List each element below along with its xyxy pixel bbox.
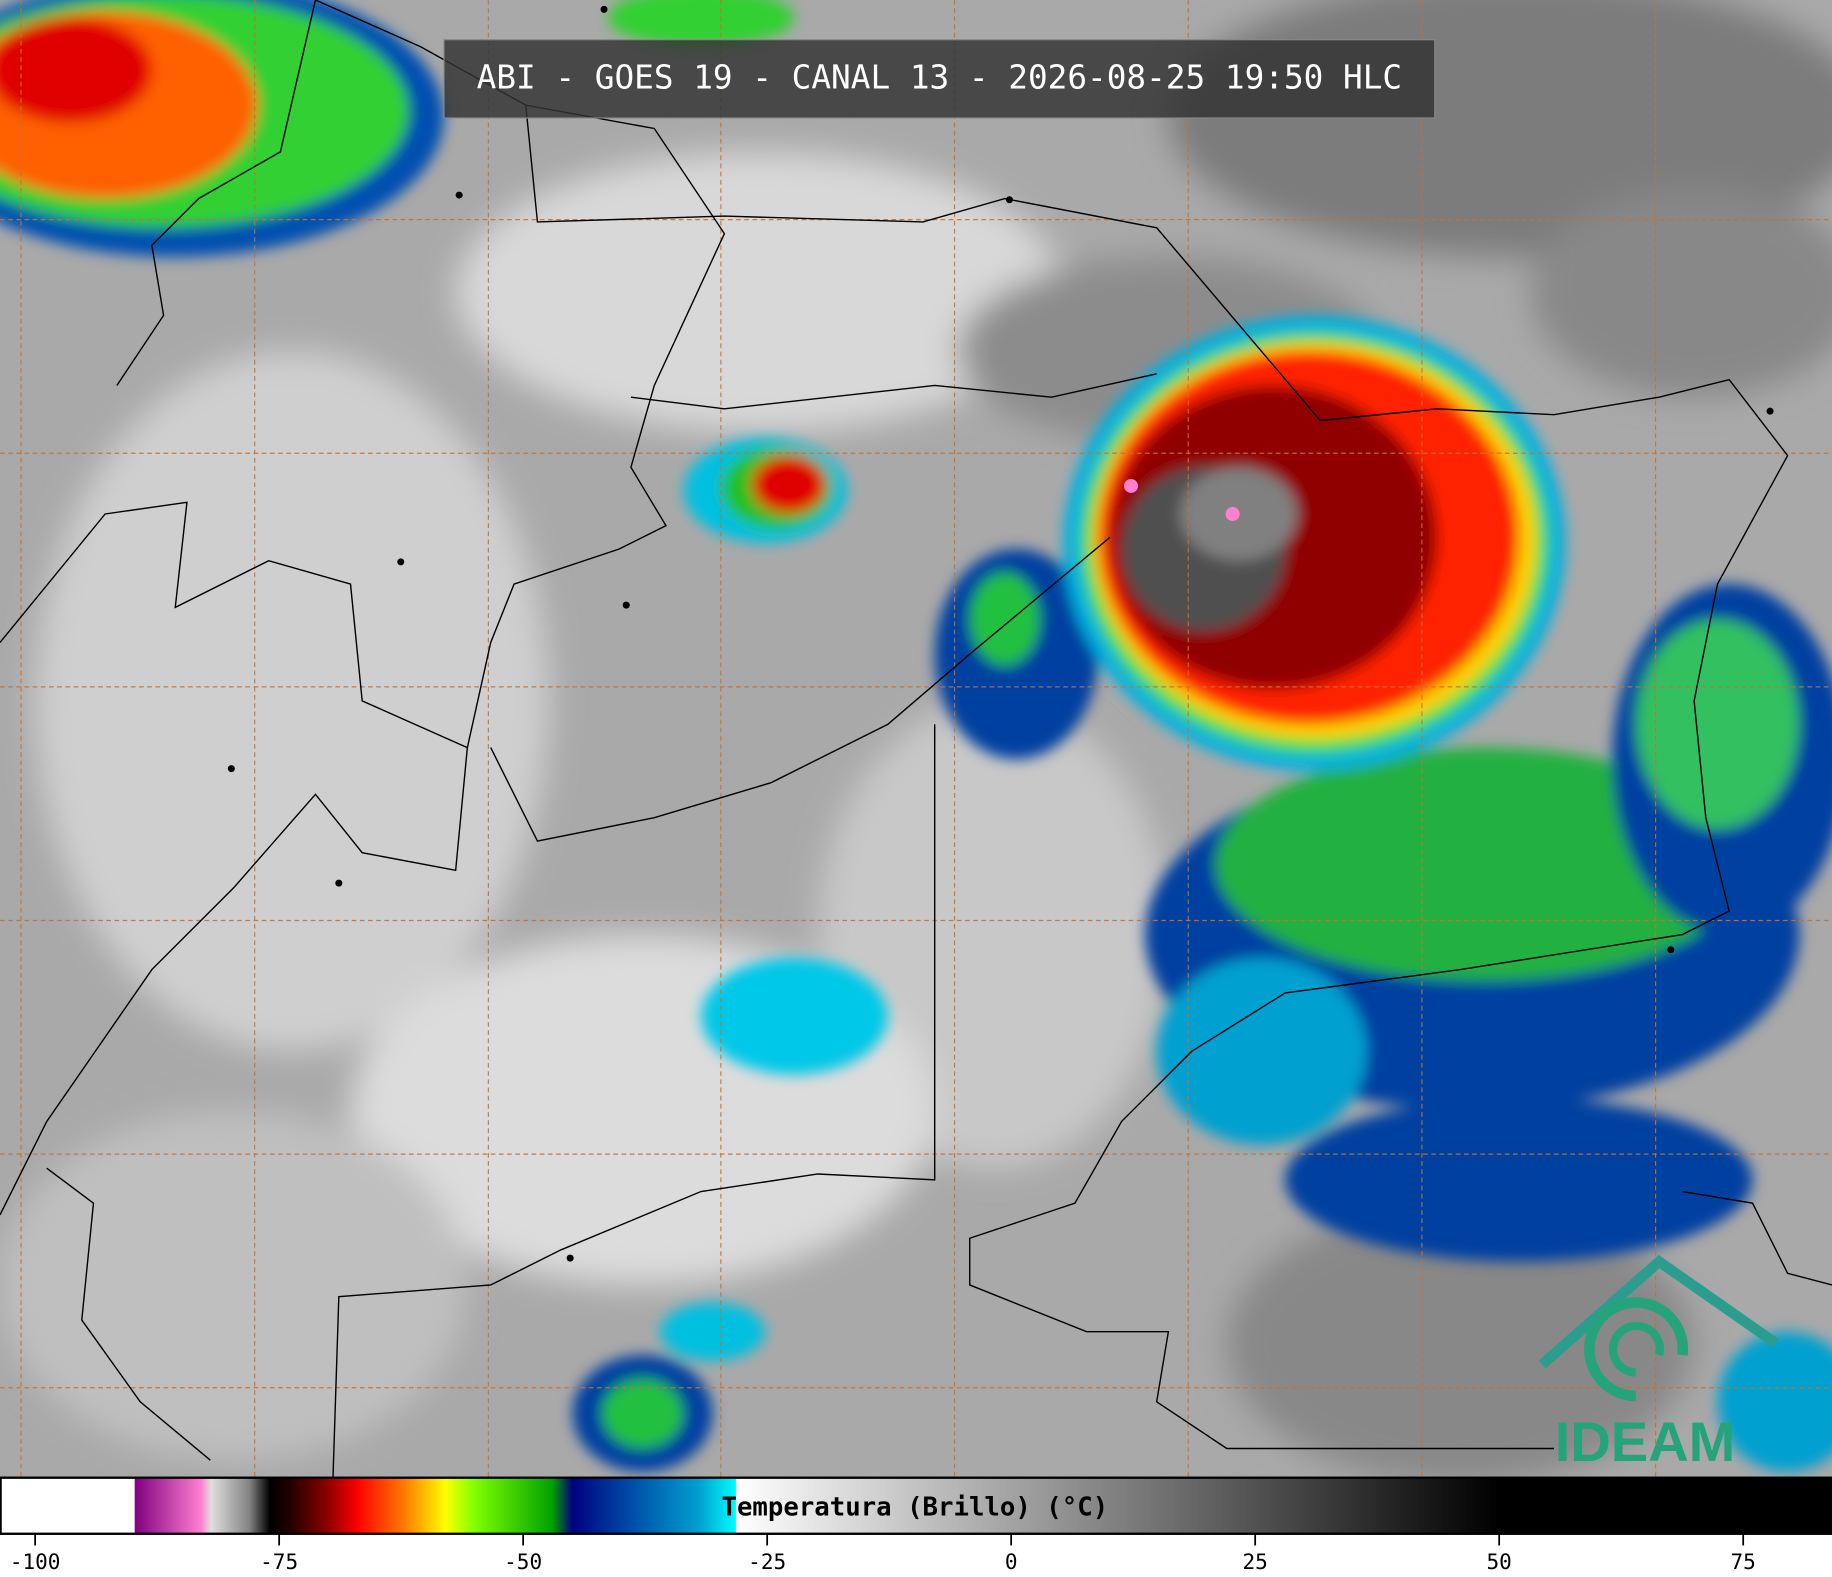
city-markers bbox=[227, 5, 1774, 1262]
colorbar-segment bbox=[406, 1477, 446, 1534]
colorbar-frame bbox=[0, 1476, 1832, 1535]
colorbar-segment bbox=[620, 1477, 700, 1534]
colorbar-tick-label: -100 bbox=[10, 1549, 61, 1574]
colorbar-tick-label: -75 bbox=[260, 1549, 298, 1574]
colorbar-segment bbox=[1499, 1477, 1832, 1534]
colorbar-tick-label: 75 bbox=[1731, 1549, 1756, 1574]
colorbar-segment bbox=[735, 1477, 1500, 1534]
title-box bbox=[443, 39, 1436, 119]
colorbar-tick-label: 50 bbox=[1487, 1549, 1512, 1574]
logo-text: IDEAM bbox=[1555, 1410, 1736, 1473]
cloud-texture bbox=[0, 0, 1832, 1478]
title: ABI - GOES 19 - CANAL 13 - 2026-08-25 19… bbox=[477, 58, 1402, 96]
map: IDEAM bbox=[0, 0, 1832, 1478]
colorbar-tick-label: 25 bbox=[1243, 1549, 1268, 1574]
graticule bbox=[0, 0, 1832, 1478]
colorbar: Temperatura (Brillo) (°C) -100 -75 -50 -25 0 2… bbox=[0, 1476, 1832, 1574]
colorbar-segment bbox=[698, 1477, 737, 1534]
colorbar-tick-label: -25 bbox=[748, 1549, 786, 1574]
colorbar-segment bbox=[0, 1477, 136, 1534]
colorbar-segment bbox=[474, 1477, 554, 1534]
colorbar-segment bbox=[249, 1477, 270, 1534]
colorbar-segment bbox=[134, 1477, 202, 1534]
colorbar-segment bbox=[201, 1477, 212, 1534]
colorbar-segment bbox=[327, 1477, 358, 1534]
borders bbox=[0, 0, 1832, 1478]
logo-mark bbox=[1538, 1254, 1779, 1402]
colorbar-tick-label: -50 bbox=[504, 1549, 542, 1574]
cold-spot bbox=[1225, 506, 1240, 521]
colorbar-segment bbox=[269, 1477, 290, 1534]
colorbar-segment bbox=[552, 1477, 573, 1534]
cold-spot bbox=[1123, 478, 1138, 493]
colorbar-segment bbox=[571, 1477, 622, 1534]
colorbar-segment bbox=[210, 1477, 251, 1534]
colorbar-label: Temperatura (Brillo) (°C) bbox=[721, 1493, 1108, 1523]
colorbar-segment bbox=[357, 1477, 407, 1534]
colorbar-segment bbox=[288, 1477, 329, 1534]
colorbar-tick-label: 0 bbox=[1005, 1549, 1018, 1574]
colorbar-segment bbox=[445, 1477, 475, 1534]
